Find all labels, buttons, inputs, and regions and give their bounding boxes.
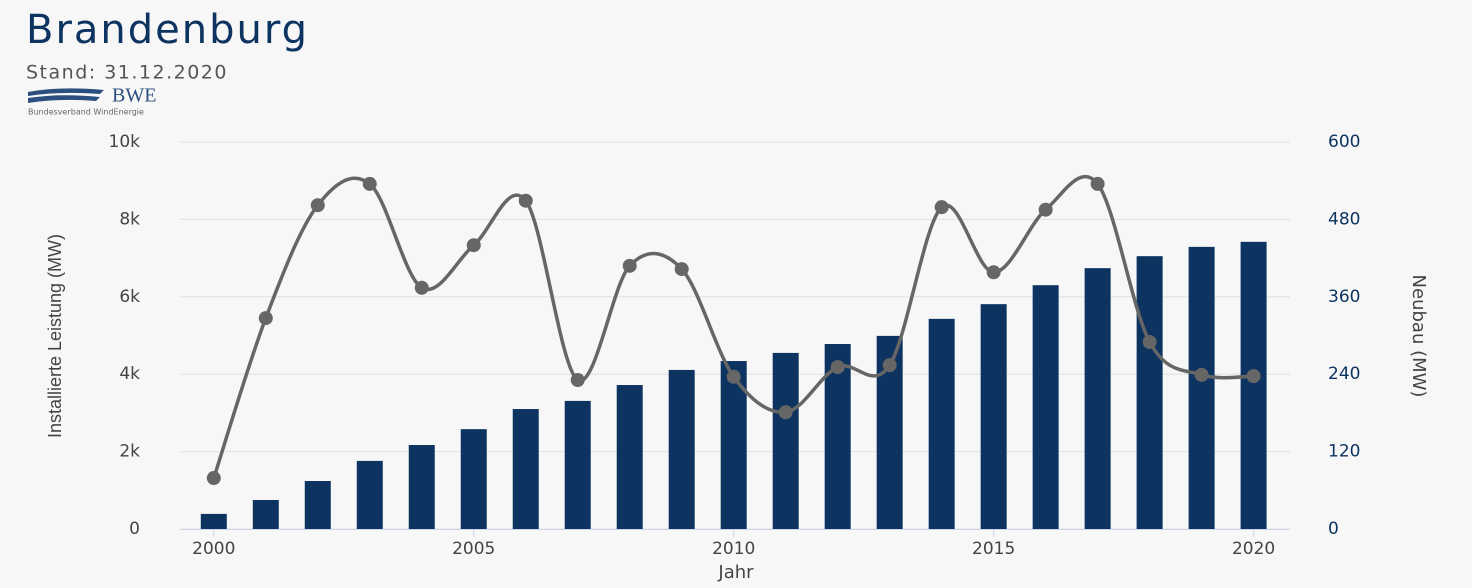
point xyxy=(1142,334,1157,349)
y2-tick-label: 0 xyxy=(1328,519,1339,539)
bar xyxy=(252,499,279,529)
line xyxy=(212,174,1254,479)
bar xyxy=(564,400,591,529)
bar xyxy=(1136,256,1163,529)
point xyxy=(726,369,741,384)
point xyxy=(570,373,585,388)
y2-tick-label: 480 xyxy=(1328,209,1360,229)
point xyxy=(674,262,689,277)
point xyxy=(622,258,637,273)
point xyxy=(1194,367,1209,382)
logo: BWE Bundesverband WindEnergie xyxy=(28,85,156,117)
bar xyxy=(1188,246,1215,529)
bar xyxy=(668,369,695,529)
y-axis-title: Installierte Leistung (MW) xyxy=(45,234,65,438)
bar xyxy=(460,429,487,529)
y-tick-label: 8k xyxy=(119,209,140,229)
y-tick-label: 2k xyxy=(119,442,140,462)
x-tick-label: 2010 xyxy=(712,539,755,559)
y-tick-label: 4k xyxy=(119,364,140,384)
logo-text: BWE xyxy=(112,85,156,107)
x-tick-label: 2015 xyxy=(972,539,1015,559)
point xyxy=(206,471,221,486)
bar xyxy=(304,481,331,529)
bar xyxy=(356,460,383,529)
bar xyxy=(980,304,1007,529)
y-tick-label: 6k xyxy=(119,287,140,307)
y-tick-label: 10k xyxy=(109,132,141,152)
point xyxy=(1038,202,1053,217)
logo-subtext: Bundesverband WindEnergie xyxy=(28,108,144,117)
y2-tick-label: 600 xyxy=(1328,132,1360,152)
chart-title: Brandenburg xyxy=(26,7,309,53)
point xyxy=(518,193,533,208)
point xyxy=(414,280,429,295)
point xyxy=(986,265,1001,280)
point xyxy=(778,405,793,420)
bar xyxy=(616,385,643,529)
logo-mark xyxy=(28,88,104,103)
y-tick-label: 0 xyxy=(129,519,140,539)
x-tick-label: 2020 xyxy=(1232,539,1275,559)
point xyxy=(1090,176,1105,191)
bar xyxy=(200,513,227,529)
point xyxy=(882,358,897,373)
bar xyxy=(1240,241,1267,529)
point xyxy=(934,200,949,215)
bar xyxy=(1084,268,1111,529)
point xyxy=(310,198,325,213)
bar xyxy=(1032,285,1059,529)
bar xyxy=(408,445,435,529)
bar xyxy=(928,318,955,529)
y2-tick-label: 360 xyxy=(1328,287,1360,307)
x-tick-label: 2000 xyxy=(192,539,235,559)
chart-subtitle: Stand: 31.12.2020 xyxy=(26,62,228,84)
point xyxy=(1246,369,1261,384)
y2-axis-title: Neubau (MW) xyxy=(1408,275,1429,398)
y2-tick-label: 240 xyxy=(1328,364,1360,384)
x-axis-title: Jahr xyxy=(717,562,754,583)
point xyxy=(258,311,273,326)
bar xyxy=(512,409,539,529)
point xyxy=(362,176,377,191)
point xyxy=(830,360,845,375)
x-tick-label: 2005 xyxy=(452,539,495,559)
bar xyxy=(772,352,799,529)
point xyxy=(466,238,481,253)
y2-tick-label: 120 xyxy=(1328,442,1360,462)
